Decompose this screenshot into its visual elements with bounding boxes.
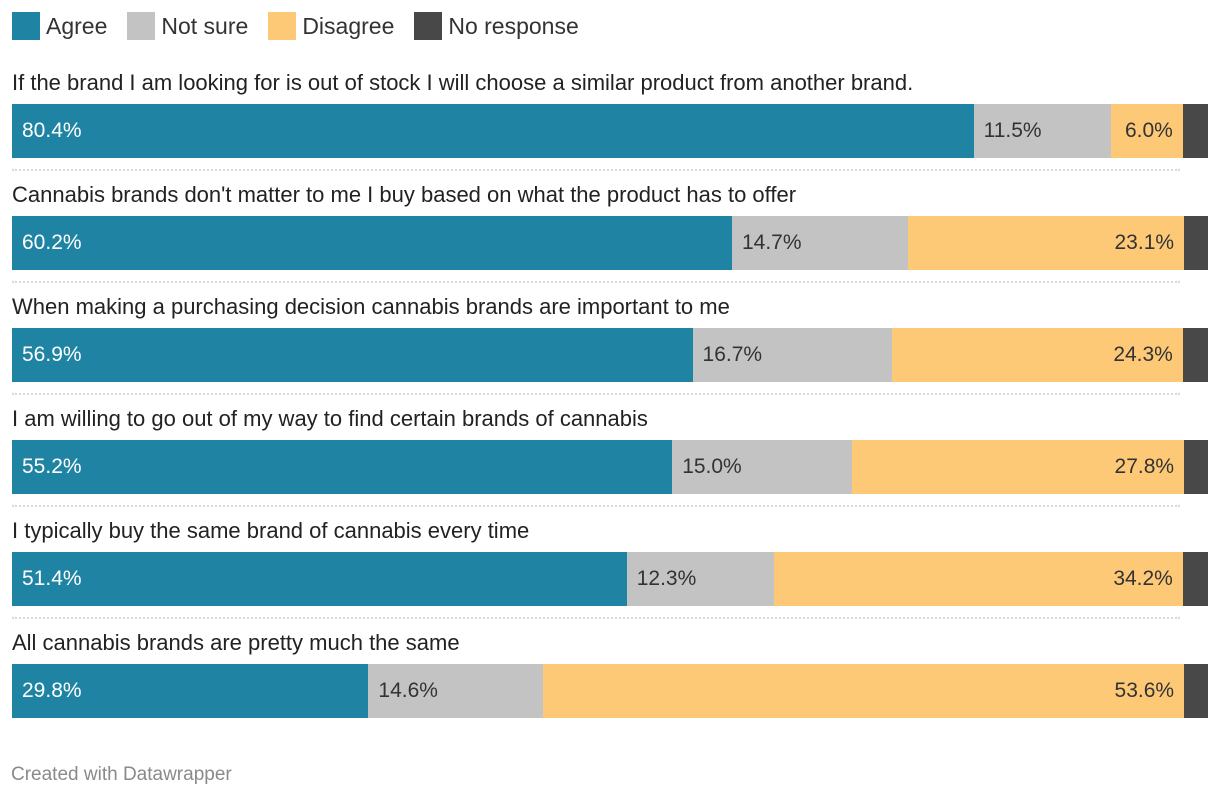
legend-label-not-sure: Not sure bbox=[161, 12, 249, 39]
bar-segment-no-response bbox=[1182, 552, 1208, 606]
stacked-bar: 60.2% 14.7% 23.1% bbox=[12, 216, 1208, 270]
data-label: 24.3% bbox=[1113, 343, 1173, 366]
data-label: 53.6% bbox=[1114, 679, 1175, 702]
bar-segment-not-sure: 11.5% bbox=[973, 104, 1112, 158]
stacked-bar: 51.4% 12.3% 34.2% bbox=[12, 552, 1208, 606]
bar-segment-not-sure: 14.6% bbox=[368, 664, 544, 718]
row-separator bbox=[12, 505, 1180, 507]
data-label: 51.4% bbox=[22, 567, 82, 590]
bar-segment-disagree: 23.1% bbox=[907, 216, 1185, 270]
bar-segment-agree: 60.2% bbox=[12, 216, 732, 270]
data-label: 60.2% bbox=[22, 231, 82, 254]
legend-label-disagree: Disagree bbox=[302, 12, 395, 39]
bar-segment-no-response bbox=[1184, 440, 1208, 494]
legend-swatch-not-sure bbox=[127, 12, 156, 40]
legend-item-no-response: No response bbox=[414, 12, 579, 40]
data-label: 6.0% bbox=[1124, 119, 1173, 142]
stacked-bar: 29.8% 14.6% 53.6% bbox=[12, 664, 1208, 718]
bar-segment-no-response bbox=[1182, 104, 1208, 158]
legend-label-agree: Agree bbox=[46, 12, 108, 39]
row-separator bbox=[12, 169, 1180, 171]
bar-segment-no-response bbox=[1182, 328, 1208, 382]
data-label: 23.1% bbox=[1114, 231, 1175, 254]
bar-segment-agree: 51.4% bbox=[12, 552, 627, 606]
footer-credit: Created with Datawrapper bbox=[11, 764, 232, 785]
data-label: 12.3% bbox=[636, 567, 697, 590]
bar-segment-not-sure: 15.0% bbox=[672, 440, 852, 494]
category-label: When making a purchasing decision cannab… bbox=[12, 294, 730, 319]
bar-segment-disagree: 24.3% bbox=[892, 328, 1183, 382]
legend-swatch-no-response bbox=[414, 12, 443, 40]
legend-item-disagree: Disagree bbox=[268, 12, 394, 40]
data-label: 80.4% bbox=[22, 119, 82, 142]
legend-swatch-disagree bbox=[268, 12, 297, 40]
bar-segment-agree: 55.2% bbox=[12, 440, 673, 494]
data-label: 14.6% bbox=[378, 679, 438, 702]
category-label: Cannabis brands don't matter to me I buy… bbox=[12, 182, 797, 207]
legend-item-not-sure: Not sure bbox=[127, 12, 248, 40]
row-separator bbox=[12, 393, 1180, 395]
legend: Agree Not sure Disagree No response bbox=[12, 12, 599, 40]
legend-label-no-response: No response bbox=[448, 12, 579, 39]
legend-swatch-agree bbox=[12, 12, 40, 40]
data-label: 14.7% bbox=[741, 231, 802, 254]
data-label: 27.8% bbox=[1114, 455, 1175, 478]
bar-segment-disagree: 6.0% bbox=[1111, 104, 1183, 158]
data-label: 11.5% bbox=[983, 119, 1042, 142]
bar-segment-no-response bbox=[1184, 216, 1208, 270]
bar-segment-disagree: 27.8% bbox=[851, 440, 1185, 494]
row-separator bbox=[12, 617, 1180, 619]
category-label: I typically buy the same brand of cannab… bbox=[12, 518, 530, 543]
data-label: 55.2% bbox=[22, 455, 82, 478]
data-label: 15.0% bbox=[682, 455, 742, 478]
bar-segment-disagree: 53.6% bbox=[543, 664, 1185, 718]
bar-segment-no-response bbox=[1184, 664, 1208, 718]
bar-segment-agree: 29.8% bbox=[12, 664, 369, 718]
bar-segment-not-sure: 12.3% bbox=[626, 552, 774, 606]
stacked-bar: 80.4% 11.5% 6.0% bbox=[12, 104, 1208, 158]
legend-item-agree: Agree bbox=[12, 12, 107, 40]
data-label: 29.8% bbox=[22, 679, 82, 702]
bar-segment-not-sure: 16.7% bbox=[692, 328, 893, 382]
stacked-bar: 56.9% 16.7% 24.3% bbox=[12, 328, 1208, 382]
row-separator bbox=[12, 281, 1180, 283]
bar-segment-not-sure: 14.7% bbox=[731, 216, 908, 270]
category-label: All cannabis brands are pretty much the … bbox=[12, 630, 460, 655]
data-label: 34.2% bbox=[1113, 567, 1173, 590]
bar-segment-agree: 56.9% bbox=[12, 328, 693, 382]
bar-segment-agree: 80.4% bbox=[12, 104, 974, 158]
bar-segment-disagree: 34.2% bbox=[773, 552, 1183, 606]
category-label: If the brand I am looking for is out of … bbox=[12, 70, 914, 95]
data-label: 16.7% bbox=[702, 343, 763, 366]
data-label: 56.9% bbox=[22, 343, 82, 366]
category-label: I am willing to go out of my way to find… bbox=[12, 406, 648, 431]
stacked-bar: 55.2% 15.0% 27.8% bbox=[12, 440, 1208, 494]
